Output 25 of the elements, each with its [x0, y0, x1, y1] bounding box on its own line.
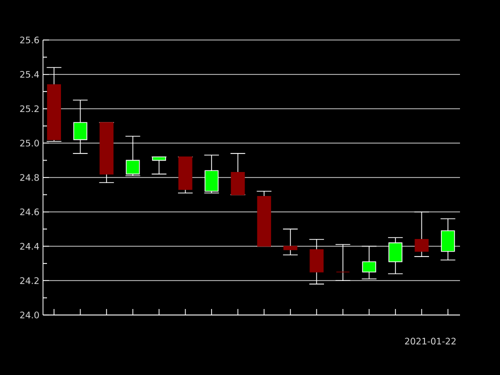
y-tick-label: 25.2 — [20, 105, 39, 112]
candlestick — [414, 211, 430, 257]
y-tick-label: 25.4 — [20, 70, 39, 78]
y-tick-label: 24.6 — [20, 208, 39, 216]
candlestick — [98, 122, 114, 184]
candlestick — [230, 153, 246, 196]
candlestick — [151, 156, 167, 174]
candlestick — [72, 100, 88, 154]
candlestick — [440, 218, 456, 260]
candlestick — [204, 154, 220, 194]
y-tick-label: 24.4 — [20, 242, 39, 250]
text: 2021-01-22 — [405, 338, 456, 345]
candlestick — [125, 136, 141, 176]
y-tick-label: 25.0 — [20, 140, 39, 147]
y-tick-label: 24.2 — [20, 277, 39, 284]
y-tick-label: 24.0 — [20, 312, 39, 318]
candlestick — [282, 228, 298, 256]
candlestick — [388, 237, 404, 274]
y-tick-label: 25.6 — [20, 36, 39, 44]
candlestick — [361, 246, 377, 280]
candlestick — [308, 238, 324, 284]
y-tick-label: 24.8 — [20, 174, 39, 181]
candlestick — [256, 190, 272, 247]
candlestick — [335, 244, 351, 282]
candlestick — [178, 156, 194, 194]
